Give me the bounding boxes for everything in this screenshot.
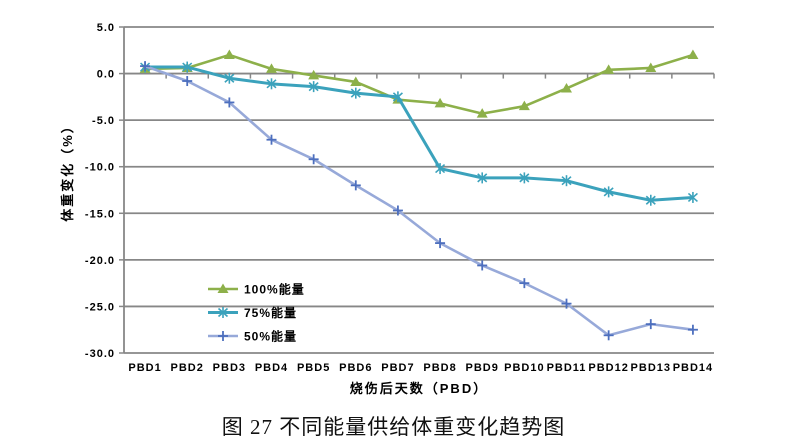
x-tick-label: PBD8 <box>423 362 456 374</box>
series-line <box>145 65 694 202</box>
y-tick-label: 5.0 <box>97 22 115 34</box>
series-marker-asterisk <box>561 176 572 186</box>
series-marker-asterisk <box>266 79 277 89</box>
x-tick-label: PBD7 <box>381 362 414 374</box>
y-tick-label: -15.0 <box>85 208 115 220</box>
chart-canvas: 5.0 0.0 -5.0 -10.0 -15.0 -20.0 -25.0 -30.0 PBD1 P… <box>60 22 715 396</box>
series-marker-asterisk <box>182 62 193 72</box>
series-line <box>144 64 694 337</box>
y-axis-title: 体重变化（%） <box>60 118 75 222</box>
series-marker-triangle <box>687 49 699 59</box>
series-marker-triangle <box>223 49 235 59</box>
series-marker-triangle <box>561 82 572 93</box>
series-marker-asterisk <box>687 192 698 203</box>
series-marker-triangle <box>603 64 615 74</box>
x-tick-label: PBD10 <box>504 362 544 374</box>
x-tick-label: PBD1 <box>128 362 161 374</box>
x-tick-label: PBD9 <box>466 362 499 374</box>
x-tick-label: PBD5 <box>297 362 330 374</box>
series-marker-triangle <box>518 100 530 111</box>
series-marker-asterisk <box>645 195 656 205</box>
y-tick-label: 0.0 <box>97 69 115 81</box>
series-marker-asterisk <box>392 92 403 102</box>
series-marker-triangle <box>476 108 488 118</box>
series-marker-triangle <box>266 63 277 73</box>
series-line <box>145 53 694 115</box>
x-tick-label: PBD12 <box>588 362 628 374</box>
legend-label: 100%能量 <box>244 282 305 297</box>
x-tick-label: PBD3 <box>213 362 246 374</box>
x-tick-label: PBD4 <box>255 362 288 374</box>
legend-label: 50%能量 <box>244 329 297 344</box>
x-tick-label: PBD6 <box>339 362 372 374</box>
series-marker-triangle <box>350 76 362 86</box>
y-tick-label: -30.0 <box>85 348 115 360</box>
series-marker-triangle <box>434 97 446 108</box>
series-marker-asterisk <box>217 307 229 318</box>
y-tick-label: -5.0 <box>92 115 115 127</box>
series-marker-triangle <box>308 69 320 80</box>
series-marker-asterisk <box>308 82 319 92</box>
x-axis-title: 烧伤后天数（PBD） <box>350 381 488 396</box>
figure-caption: 图 27 不同能量供给体重变化趋势图 <box>221 414 566 439</box>
series-marker-asterisk <box>435 163 446 174</box>
x-tick-label: PBD11 <box>547 362 587 374</box>
series-marker-asterisk <box>350 88 361 98</box>
x-tick-label: PBD13 <box>631 362 671 374</box>
series-marker-asterisk <box>519 173 530 183</box>
y-tick-label: -20.0 <box>85 255 115 267</box>
y-tick-label: -10.0 <box>85 162 115 174</box>
series-marker-asterisk <box>477 173 488 183</box>
y-tick-label: -25.0 <box>85 301 115 313</box>
weight-change-trend-chart: 5.0 0.0 -5.0 -10.0 -15.0 -20.0 -25.0 -30.0 PBD1 P… <box>60 22 715 396</box>
series-marker-asterisk <box>224 73 235 83</box>
series-marker-asterisk <box>603 187 614 197</box>
x-tick-label: PBD2 <box>171 362 204 374</box>
series-marker-triangle <box>217 283 229 293</box>
series-marker-triangle <box>645 62 657 72</box>
legend-label: 75%能量 <box>244 305 297 320</box>
x-tick-label: PBD14 <box>673 362 713 374</box>
